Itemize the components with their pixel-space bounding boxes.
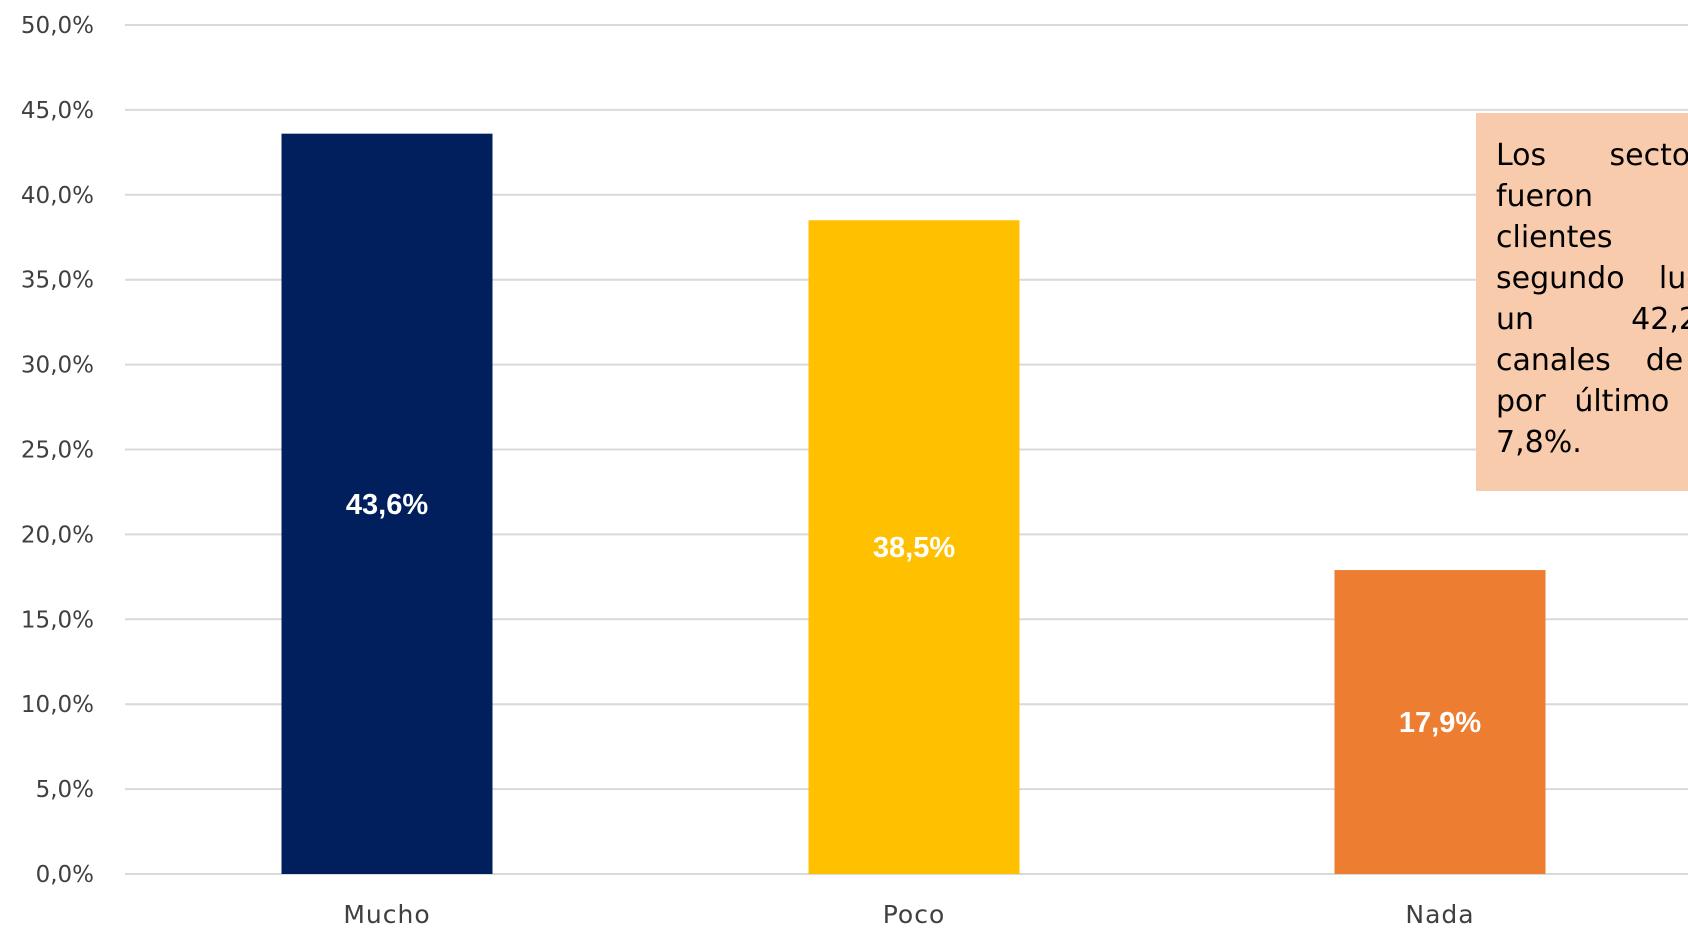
bar-mucho xyxy=(281,133,493,874)
data-label-mucho: 43,6% xyxy=(346,489,428,521)
data-label-nada: 17,9% xyxy=(1399,707,1481,739)
category-label-poco: Poco xyxy=(883,900,946,929)
x-axis-category-labels: Mucho Poco Nada xyxy=(343,900,1474,929)
y-tick-label: 25,0% xyxy=(21,438,94,464)
y-tick-label: 0,0% xyxy=(36,862,94,888)
y-tick-label: 40,0% xyxy=(21,183,94,209)
bar-nada xyxy=(1334,570,1546,874)
y-tick-label: 5,0% xyxy=(36,777,94,803)
category-label-mucho: Mucho xyxy=(343,900,430,929)
bar-poco xyxy=(808,220,1020,874)
y-tick-label: 35,0% xyxy=(21,268,94,294)
y-axis-tick-labels: 0,0% 5,0% 10,0% 15,0% 20,0% 25,0% 30,0% 35,0% 40… xyxy=(21,13,94,888)
y-tick-label: 45,0% xyxy=(21,98,94,124)
y-tick-label: 30,0% xyxy=(21,353,94,379)
y-tick-label: 50,0% xyxy=(21,13,94,39)
annotation-text: Los sectores fueron en clientes de segun… xyxy=(1496,138,1688,460)
bars xyxy=(281,133,1546,874)
data-label-poco: 38,5% xyxy=(873,532,955,564)
y-tick-label: 20,0% xyxy=(21,522,94,548)
y-tick-label: 10,0% xyxy=(21,692,94,718)
annotation-box: Los sectores fueron en clientes de segun… xyxy=(1476,113,1688,491)
data-labels: 43,6% 38,5% 17,9% xyxy=(346,489,1481,739)
category-label-nada: Nada xyxy=(1405,900,1474,929)
y-tick-label: 15,0% xyxy=(21,607,94,633)
